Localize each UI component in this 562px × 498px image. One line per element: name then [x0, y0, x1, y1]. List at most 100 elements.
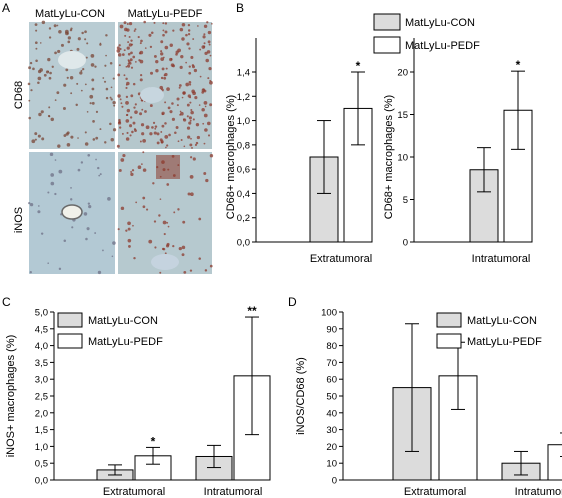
legend-label: MatLyLu-PEDF — [467, 336, 542, 348]
stain-dot — [40, 232, 44, 235]
stain-dot — [179, 65, 183, 69]
stain-dot — [154, 246, 157, 249]
stain-dot — [109, 96, 112, 99]
stain-dot — [123, 21, 127, 25]
stain-dot — [139, 59, 144, 64]
panel-label-b: B — [236, 1, 244, 15]
stain-dot — [152, 121, 156, 124]
y-tick-label: 20 — [326, 442, 337, 453]
stain-dot — [105, 34, 108, 37]
y-tick-label: 0 — [403, 238, 408, 249]
stain-dot — [69, 28, 73, 32]
stain-dot — [117, 53, 122, 57]
stain-dot — [127, 59, 130, 61]
stain-dot — [110, 137, 115, 142]
stain-dot — [189, 174, 194, 179]
stain-dot — [127, 238, 132, 243]
stain-dot — [29, 202, 34, 207]
stain-dot — [92, 120, 95, 123]
y-axis-label: iNOS/CD68 (%) — [295, 357, 307, 435]
stain-dot — [48, 106, 51, 109]
stain-dot — [140, 74, 143, 77]
stain-dot — [182, 220, 186, 224]
stain-dot — [30, 89, 33, 92]
legend-label: MatLyLu-CON — [405, 17, 475, 29]
stain-dot — [125, 119, 130, 123]
bar — [547, 444, 562, 481]
y-tick-label: 30 — [326, 425, 337, 436]
stain-dot — [162, 29, 165, 32]
y-tick-label: 1,4 — [237, 68, 250, 79]
stain-dot — [37, 134, 41, 138]
stain-dot — [66, 76, 69, 79]
stain-dot — [182, 118, 187, 122]
y-tick-label: 0,2 — [237, 213, 250, 224]
stain-dot — [86, 42, 89, 45]
stain-dot — [117, 73, 121, 77]
stain-dot — [178, 86, 181, 89]
stain-dot — [153, 54, 157, 58]
stain-dot — [160, 50, 163, 53]
stain-dot — [133, 106, 136, 109]
y-tick-label: 1,0 — [237, 116, 250, 127]
stain-dot — [160, 40, 164, 44]
stain-dot — [75, 103, 78, 107]
stain-dot — [191, 146, 193, 149]
stain-dot — [118, 44, 121, 47]
stain-dot — [192, 157, 196, 161]
stain-dot — [149, 71, 154, 75]
stain-dot — [192, 118, 195, 121]
stain-dot — [29, 271, 32, 274]
y-axis-label: iNOS+ macrophages (%) — [5, 335, 17, 458]
bar — [469, 169, 499, 243]
stain-dot — [125, 86, 128, 90]
legend-b: MatLyLu-CON MatLyLu-PEDF — [373, 13, 480, 54]
stain-dot — [159, 198, 162, 200]
stain-dot — [162, 220, 167, 225]
stain-dot — [49, 71, 52, 75]
stain-dot — [179, 110, 182, 113]
stain-dot — [164, 72, 168, 77]
stain-dot — [88, 205, 92, 209]
y-tick-label: 3,0 — [35, 375, 48, 386]
stain-dot — [189, 96, 192, 99]
stain-dot — [166, 221, 169, 224]
stain-dot — [62, 106, 66, 110]
stain-dot — [155, 69, 159, 73]
stain-dot — [174, 131, 177, 135]
stain-dot — [77, 137, 79, 139]
chart-D: 0 10 20 30 40 50 60 70 80 90 100 iNOS/CD68 (%) Extra… — [295, 308, 562, 498]
stain-dot — [129, 134, 132, 137]
stain-dot — [203, 33, 206, 36]
stain-dot — [125, 137, 130, 141]
stain-dot — [202, 45, 206, 48]
stain-dot — [164, 252, 167, 255]
stain-dot — [183, 145, 186, 148]
stain-dot — [48, 27, 52, 30]
stain-dot — [185, 33, 188, 37]
stain-dot — [67, 40, 71, 44]
stain-dot — [189, 119, 192, 122]
stain-dot — [203, 89, 207, 93]
stain-dot — [153, 131, 157, 135]
stain-dot — [132, 82, 136, 86]
stain-dot — [84, 131, 87, 134]
stain-dot — [149, 45, 153, 49]
stain-dot — [139, 140, 142, 143]
stain-dot — [126, 113, 129, 117]
stain-dot — [148, 239, 153, 244]
stain-dot — [161, 124, 165, 128]
stain-dot — [118, 118, 121, 122]
stain-dot — [198, 257, 201, 260]
y-tick-label: 0,0 — [237, 238, 250, 249]
stain-dot — [155, 59, 159, 64]
stain-dot — [191, 89, 195, 94]
stain-dot — [138, 52, 142, 55]
legend-label: MatLyLu-PEDF — [88, 336, 163, 348]
stain-dot — [91, 87, 95, 91]
stain-dot — [186, 103, 190, 107]
y-tick-label: 0,0 — [35, 476, 48, 487]
stain-dot — [112, 100, 116, 105]
micrograph-row-label-inos: iNOS — [13, 207, 25, 233]
stain-dot — [149, 132, 153, 136]
